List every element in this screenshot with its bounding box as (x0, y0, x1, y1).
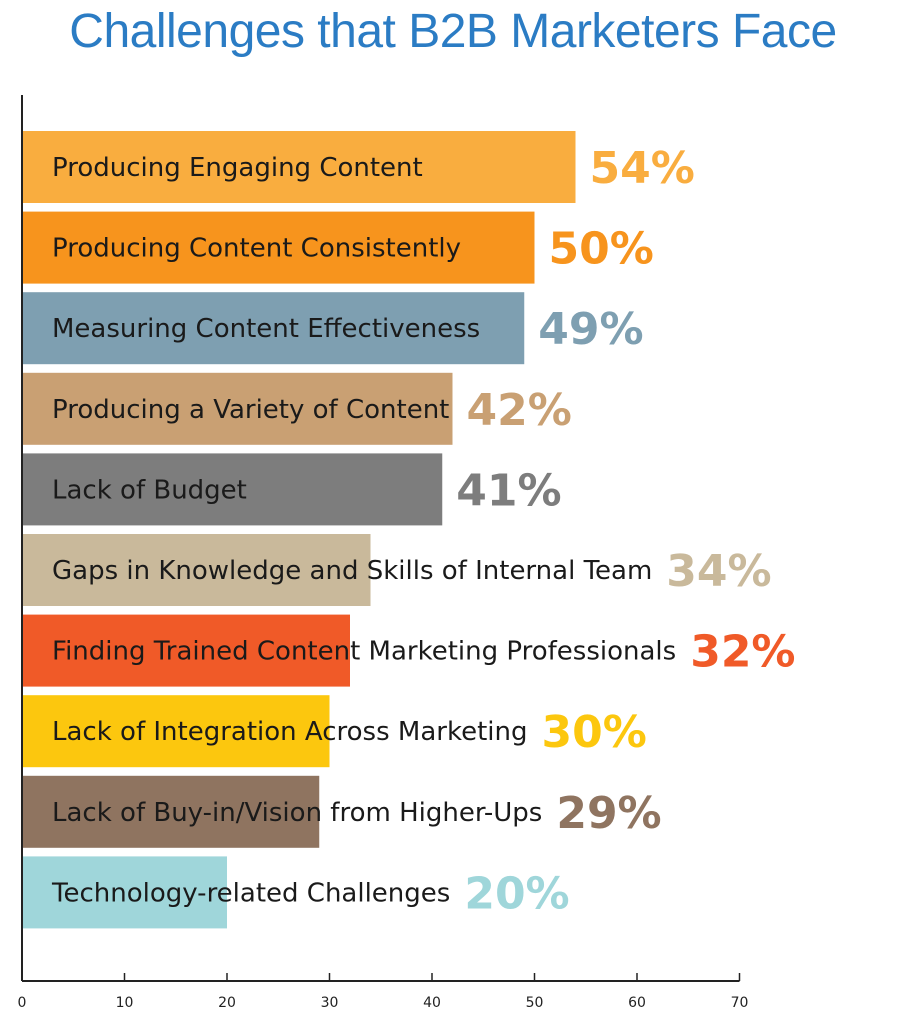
x-tick-label-70: 70 (731, 995, 749, 1011)
bar-2 (22, 211, 535, 284)
category-label-5: Lack of Budget (52, 475, 247, 505)
bar-6 (22, 534, 371, 606)
bar-5 (22, 453, 443, 526)
category-label-4: Producing a Variety of Content (52, 395, 449, 425)
x-tick-label-20: 20 (218, 995, 236, 1011)
bar-7 (22, 614, 350, 687)
x-tick-label-0: 0 (18, 995, 27, 1011)
bar-3 (22, 292, 525, 365)
category-label-2: Producing Content Consistently (52, 234, 461, 264)
bar-8 (22, 695, 330, 768)
bar-9 (22, 775, 320, 848)
value-label-7: 32% (690, 627, 795, 678)
value-label-6: 34% (666, 546, 771, 597)
category-label-8: Lack of Integration Across Marketing (52, 717, 527, 747)
value-label-2: 50% (549, 224, 654, 275)
bar-10 (22, 856, 227, 929)
x-tick-label-30: 30 (321, 995, 339, 1011)
x-tick-label-10: 10 (116, 995, 134, 1011)
category-label-3: Measuring Content Effectiveness (52, 314, 480, 344)
x-tick-label-60: 60 (628, 995, 646, 1011)
x-tick-label-50: 50 (526, 995, 544, 1011)
chart-title: Challenges that B2B Marketers Face (69, 5, 837, 58)
value-label-8: 30% (541, 707, 646, 758)
value-label-4: 42% (467, 385, 572, 436)
x-tick-label-40: 40 (423, 995, 441, 1011)
value-label-9: 29% (556, 788, 661, 839)
axes-group: 0 10 20 30 40 50 60 70 (18, 95, 749, 1011)
bar-1 (22, 131, 576, 203)
category-label-1: Producing Engaging Content (52, 153, 423, 183)
value-label-10: 20% (464, 868, 569, 919)
category-label-7: Finding Trained Content Marketing Profes… (52, 637, 676, 667)
value-label-5: 41% (456, 465, 561, 516)
category-label-10: Technology-related Challenges (51, 878, 450, 908)
bars-group: Producing Engaging Content 54% Producing C… (22, 131, 796, 929)
category-label-6: Gaps in Knowledge and Skills of Internal… (52, 556, 652, 586)
bar-4 (22, 372, 453, 445)
category-label-9: Lack of Buy-in/Vision from Higher-Ups (52, 798, 542, 828)
value-label-3: 49% (538, 304, 643, 355)
value-label-1: 54% (590, 143, 695, 194)
